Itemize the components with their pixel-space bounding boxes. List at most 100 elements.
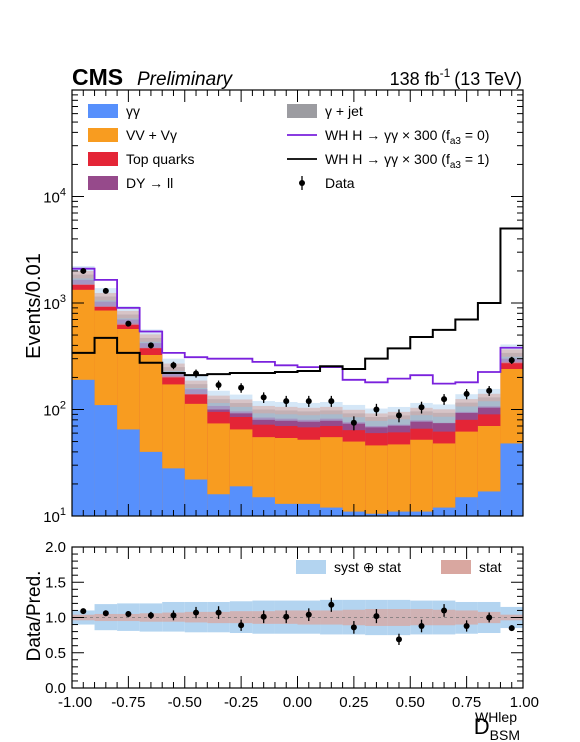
bar-vv-10 xyxy=(297,439,321,516)
stat-band-9 xyxy=(274,406,298,415)
stat-band-1 xyxy=(94,292,118,301)
bar-gg-10 xyxy=(297,503,321,516)
ratio-point-2 xyxy=(125,610,132,617)
ratio-legend: syst ⊕ stat stat xyxy=(296,559,502,575)
data-point-13 xyxy=(373,406,380,413)
xtick-label-3: -0.25 xyxy=(224,694,258,711)
data-point-0 xyxy=(80,267,87,274)
legend-swatch-top xyxy=(88,152,118,166)
ratio-point-18 xyxy=(486,614,493,621)
bar-vv-12 xyxy=(342,441,366,516)
stat-band-3 xyxy=(139,334,163,342)
bar-vv-14 xyxy=(387,444,411,516)
stat-band-17 xyxy=(455,399,478,407)
stat-band-7 xyxy=(229,399,253,407)
energy-label: (13 TeV) xyxy=(454,69,522,89)
ratio-axes: 0.0 0.5 1.0 1.5 2.0 -1.00 -0.75 -0.50 -0.25 0.00 0… xyxy=(45,539,539,711)
bar-gg-18 xyxy=(477,491,501,516)
xtick-label-5: 0.25 xyxy=(339,694,368,711)
ratio-point-8 xyxy=(260,613,267,620)
ratio-legend-label-stat: stat xyxy=(479,559,502,575)
data-point-3 xyxy=(147,342,154,349)
stat-band-13 xyxy=(365,413,388,421)
main-ytick-label-4: 104 xyxy=(43,187,66,207)
ratio-point-19 xyxy=(508,625,515,632)
bar-gg-5 xyxy=(184,479,208,516)
ratio-point-11 xyxy=(328,601,335,608)
data-point-14 xyxy=(395,412,402,419)
main-ytick-label-1: 101 xyxy=(43,506,66,526)
ratio-point-7 xyxy=(238,622,245,629)
data-point-15 xyxy=(418,404,425,411)
bar-vv-17 xyxy=(455,431,478,516)
stat-band-19 xyxy=(500,349,523,357)
x-axis-title-sup: WHlep xyxy=(475,709,517,725)
main-panel: 101 102 103 104 Events/0.01 γγ γ + jet VV + V… xyxy=(23,89,524,526)
bar-gg-8 xyxy=(252,497,275,516)
data-point-4 xyxy=(170,362,177,369)
bar-vv-16 xyxy=(432,443,456,516)
lumi-exponent: -1 xyxy=(440,66,451,80)
main-ytick-label-3: 103 xyxy=(43,293,66,313)
bar-vv-11 xyxy=(320,437,343,516)
line-sig0 xyxy=(72,267,523,385)
data-point-1 xyxy=(102,287,109,294)
data-point-5 xyxy=(193,370,200,377)
ratio-point-17 xyxy=(463,622,470,629)
x-axis-title-sub: BSM xyxy=(490,727,520,742)
ratio-point-6 xyxy=(215,609,222,616)
x-axis-title: DBSM xyxy=(474,714,520,742)
ratio-point-3 xyxy=(147,612,154,619)
stat-band-12 xyxy=(342,409,366,418)
bar-vv-6 xyxy=(207,423,230,516)
data-point-17 xyxy=(463,390,470,397)
stat-band-5 xyxy=(184,380,208,389)
stat-band-0 xyxy=(72,270,95,279)
ratio-stat-band-12 xyxy=(342,609,366,626)
ratio-y-axis-title: Data/Pred. xyxy=(24,571,45,662)
bar-gg-19 xyxy=(500,443,523,516)
xtick-label-1: -0.75 xyxy=(111,694,145,711)
bar-gg-4 xyxy=(162,468,185,516)
bar-vv-15 xyxy=(410,439,433,516)
xtick-label-0: -1.00 xyxy=(58,694,92,711)
ratio-legend-swatch-syst xyxy=(296,560,326,574)
lumi-label: 138 fb-1 (13 TeV) xyxy=(390,66,522,89)
bar-vv-8 xyxy=(252,437,275,516)
bar-vv-9 xyxy=(274,438,298,516)
ratio-point-15 xyxy=(418,622,425,629)
legend-label-top: Top quarks xyxy=(126,151,194,167)
legend-label-gg: γγ xyxy=(126,103,140,119)
data-point-11 xyxy=(328,398,335,405)
data-point-19 xyxy=(508,357,515,364)
data-point-2 xyxy=(125,320,132,327)
data-point-6 xyxy=(215,381,222,388)
ratio-stat-band-17 xyxy=(455,610,478,625)
bar-gg-3 xyxy=(139,451,163,516)
bar-gg-9 xyxy=(274,503,298,516)
stat-band-16 xyxy=(432,409,456,417)
legend-label-vv: VV + Vγ xyxy=(126,127,177,143)
bar-gg-6 xyxy=(207,494,230,516)
legend-swatch-vv xyxy=(88,128,118,142)
legend-swatch-dy xyxy=(88,176,118,190)
experiment-label: CMS xyxy=(72,64,123,90)
main-plot-area xyxy=(72,227,523,516)
legend-label-sig1: WH H → γγ × 300 (fa3 = 1) xyxy=(325,151,489,171)
legend-label-sig0: WH H → γγ × 300 (fa3 = 0) xyxy=(325,127,489,147)
main-y-axis-title: Events/0.01 xyxy=(23,253,45,359)
ratio-ytick-label-2: 1.0 xyxy=(45,610,66,627)
ratio-stat-band-1 xyxy=(94,613,118,622)
legend: γγ γ + jet VV + Vγ WH H → γγ × 300 (fa3 = 0… xyxy=(88,103,489,191)
xtick-label-4: 0.00 xyxy=(283,694,312,711)
bar-gg-2 xyxy=(117,429,140,516)
bar-gg-1 xyxy=(94,405,118,516)
ratio-panel: 0.0 0.5 1.0 1.5 2.0 -1.00 -0.75 -0.50 -0.25 0.00 0… xyxy=(24,539,539,742)
legend-label-data: Data xyxy=(325,175,355,191)
data-point-7 xyxy=(238,384,245,391)
ratio-point-14 xyxy=(395,636,402,643)
ratio-point-9 xyxy=(283,613,290,620)
lumi-value: 138 fb xyxy=(390,69,440,89)
data-point-10 xyxy=(305,398,312,405)
